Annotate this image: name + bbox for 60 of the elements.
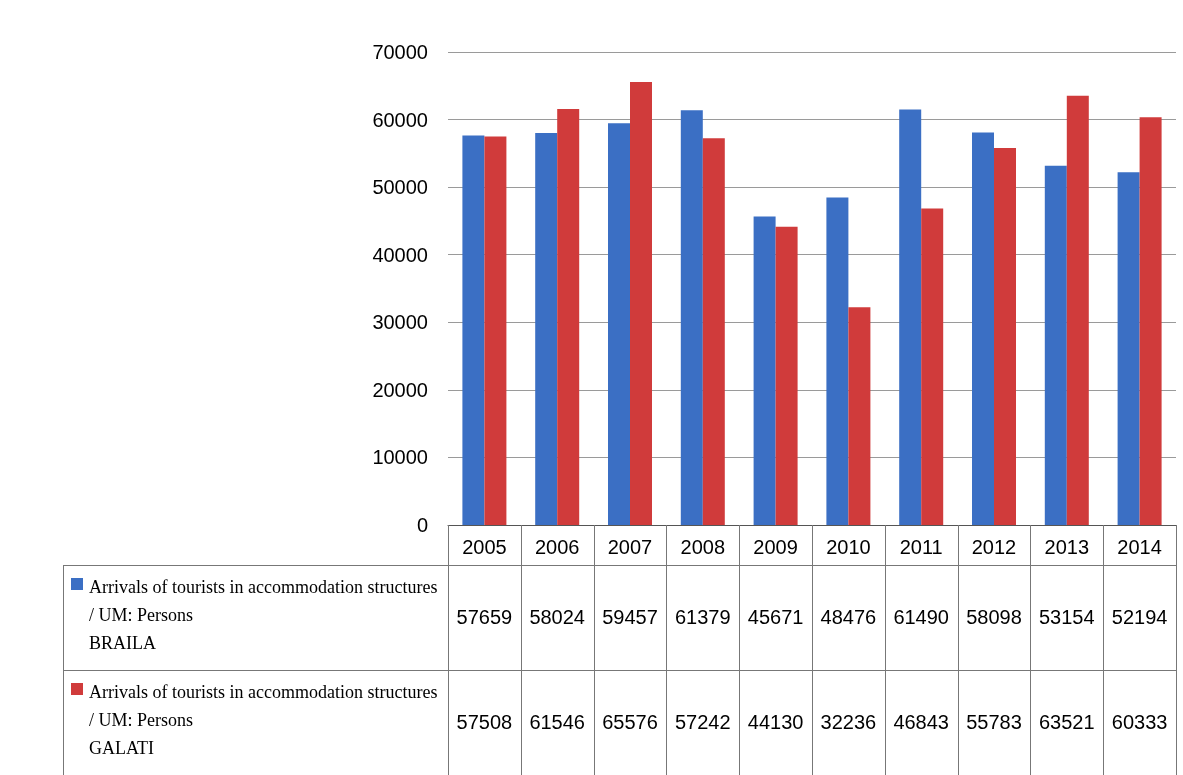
x-tick-label: 2012 [971,536,1017,558]
y-tick-label: 30000 [372,311,428,334]
y-tick-label: 60000 [372,108,428,131]
data-label: 59457 [601,605,659,630]
data-label: 57508 [455,710,514,735]
bar [535,132,558,525]
bar [826,197,849,525]
bar [702,138,725,525]
bar [972,132,994,525]
data-label: 48476 [819,605,878,630]
data-label: 58098 [965,605,1023,630]
y-tick-label: 10000 [372,446,428,469]
data-label: 65576 [601,710,659,735]
x-tick-label: 2006 [534,536,580,558]
data-label: 57659 [455,605,514,630]
bar [775,226,798,525]
bar [1066,95,1089,525]
bar [484,136,507,525]
legend-label: Arrivals of tourists in accommodation structures / UM: Persons BRAILA [89,576,439,655]
bar [753,216,776,525]
x-tick-label: 2014 [1117,536,1162,558]
data-label: 46843 [892,710,950,735]
x-tick-label: 2007 [607,536,653,558]
bar [848,307,871,525]
x-tick-label: 2011 [899,536,943,558]
bar [630,81,652,525]
bar [899,109,922,525]
bar [921,208,944,525]
y-tick-label: 50000 [372,176,428,199]
x-tick-label: 2009 [753,536,798,558]
data-label: 57242 [673,710,732,735]
bar [994,148,1016,525]
data-label: 32236 [819,710,878,735]
bar [1117,172,1140,525]
data-label: 61379 [673,605,732,630]
bar [608,123,630,525]
data-label: 52194 [1110,605,1169,630]
bar [462,135,485,525]
data-label: 63521 [1037,710,1096,735]
legend-label: Arrivals of tourists in accommodation structures / UM: Persons GALATI [89,681,439,760]
data-label: 58024 [528,605,586,630]
data-label: 61490 [892,605,950,630]
y-tick-label: 40000 [372,243,428,266]
data-label: 55783 [965,710,1023,735]
bar [1139,117,1162,525]
x-tick-label: 2013 [1044,536,1090,558]
data-label: 53154 [1037,605,1096,630]
y-tick-label: 0 [416,514,428,536]
bar [557,109,580,525]
x-tick-label: 2008 [680,536,726,558]
x-tick-label: 2005 [462,536,507,558]
y-tick-label: 70000 [372,41,428,63]
data-label: 45671 [746,605,805,630]
y-tick-label: 20000 [372,378,428,401]
data-label: 61546 [528,710,586,735]
data-label: 44130 [746,710,805,735]
bar [1044,165,1067,525]
x-tick-label: 2010 [826,536,871,558]
bar [680,110,703,525]
data-label: 60333 [1110,710,1169,735]
